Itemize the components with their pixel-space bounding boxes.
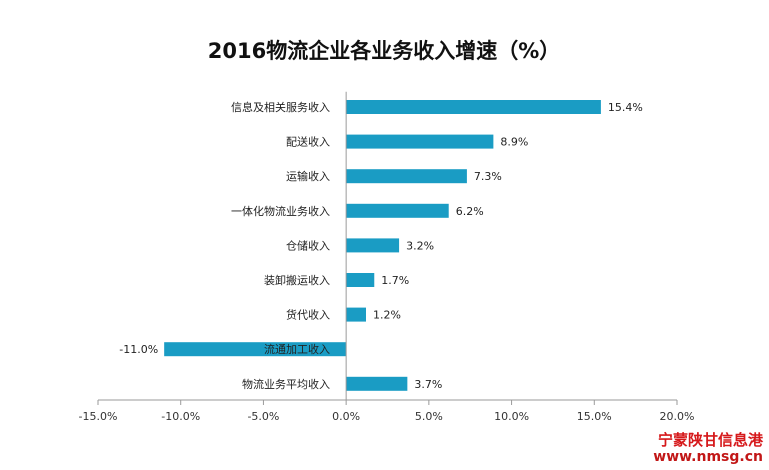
category-label: 一体化物流业务收入: [231, 204, 330, 218]
value-label: 7.3%: [474, 170, 502, 183]
value-label: 1.2%: [373, 309, 401, 322]
chart-title: 2016物流企业各业务收入增速（%）: [208, 39, 561, 63]
watermark-url: www.nmsg.cn: [653, 449, 763, 465]
value-label: 3.7%: [414, 378, 442, 391]
value-label: 1.7%: [381, 274, 409, 287]
bar: [346, 203, 449, 218]
x-tick-label: 15.0%: [577, 410, 612, 423]
x-tick-label: -5.0%: [247, 410, 279, 423]
x-tick-label: 5.0%: [415, 410, 443, 423]
value-label: -11.0%: [119, 343, 158, 356]
x-tick-label: 20.0%: [660, 410, 695, 423]
bar: [346, 134, 494, 149]
value-label: 3.2%: [406, 239, 434, 252]
bar: [346, 238, 400, 253]
category-label: 配送收入: [286, 135, 330, 149]
value-label: 6.2%: [456, 205, 484, 218]
bar: [346, 307, 366, 322]
category-label: 信息及相关服务收入: [231, 100, 330, 114]
x-tick-label: -15.0%: [79, 410, 118, 423]
bar: [346, 376, 408, 391]
value-label: 15.4%: [608, 101, 643, 114]
bar: [164, 342, 347, 357]
watermark-text: 宁蒙陕甘信息港: [657, 431, 763, 449]
bar: [346, 273, 375, 287]
bar: [346, 169, 467, 184]
category-label: 流通加工收入: [264, 342, 330, 356]
category-label: 装卸搬运收入: [264, 273, 330, 287]
watermark: 宁蒙陕甘信息港 www.nmsg.cn: [653, 432, 763, 466]
x-tick-label: 0.0%: [332, 410, 360, 423]
value-label: 8.9%: [500, 136, 528, 149]
category-label: 仓储收入: [286, 238, 330, 252]
category-label: 货代收入: [286, 308, 330, 322]
bar: [346, 100, 601, 114]
category-label: 运输收入: [286, 169, 330, 183]
x-tick-label: -10.0%: [161, 410, 200, 423]
x-tick-label: 10.0%: [494, 410, 529, 423]
category-label: 物流业务平均收入: [242, 377, 330, 391]
